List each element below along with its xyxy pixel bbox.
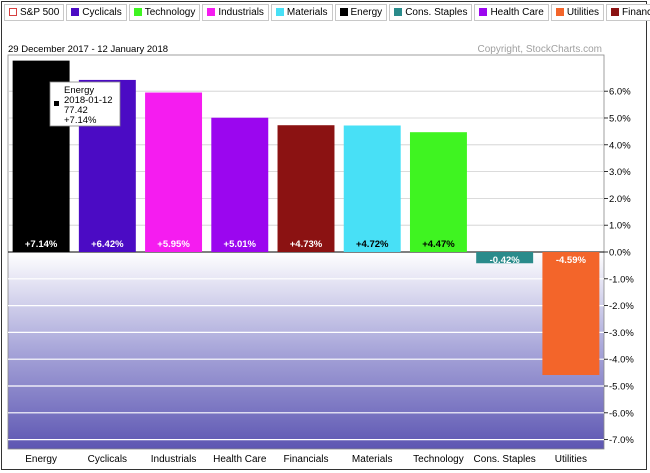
category-label: Energy — [25, 454, 57, 465]
legend-item[interactable]: Industrials — [202, 3, 269, 21]
legend: S&P 500 Cyclicals Technology Industrials Mat… — [4, 3, 650, 21]
bar-value-label: -4.59% — [556, 255, 587, 266]
tooltip-swatch — [54, 101, 59, 106]
legend-swatch — [339, 8, 348, 16]
category-label: Industrials — [151, 454, 197, 465]
tooltip: Energy 2018-01-12 77.42 +7.14% — [49, 81, 121, 127]
tooltip-change: +7.14% — [64, 115, 97, 126]
legend-label: Cons. Staples — [405, 6, 468, 18]
y-tick-label: -3.0% — [609, 328, 634, 339]
category-label: Financials — [283, 454, 328, 465]
tooltip-date: 2018-01-12 — [64, 95, 113, 106]
bar[interactable] — [542, 252, 600, 376]
bar[interactable] — [145, 92, 203, 253]
bar-value-label: +7.14% — [25, 239, 58, 250]
y-tick-label: 2.0% — [609, 194, 631, 205]
legend-swatch — [555, 8, 564, 16]
bar[interactable] — [409, 132, 467, 252]
bar-value-label: +6.42% — [91, 239, 124, 250]
y-tick-label: 3.0% — [609, 167, 631, 178]
legend-label: Materials — [286, 6, 328, 18]
y-tick-label: -2.0% — [609, 301, 634, 312]
legend-swatch — [207, 8, 216, 16]
bar-value-label: +4.72% — [356, 239, 389, 250]
bar[interactable] — [211, 117, 269, 252]
tooltip-name: Energy — [64, 85, 94, 96]
category-label: Health Care — [213, 454, 267, 465]
category-label: Utilities — [555, 454, 587, 465]
legend-swatch — [71, 8, 80, 16]
legend-label: Health Care — [490, 6, 544, 18]
bar[interactable] — [343, 125, 401, 252]
legend-item[interactable]: S&P 500 — [4, 3, 65, 21]
legend-item[interactable]: Financials — [606, 3, 650, 21]
y-tick-label: 4.0% — [609, 140, 631, 151]
y-tick-label: 0.0% — [609, 248, 631, 259]
plot-area-negative — [8, 252, 604, 449]
bar[interactable] — [476, 252, 534, 264]
bar[interactable] — [277, 125, 335, 252]
legend-swatch — [394, 8, 403, 16]
legend-label: Cyclicals — [82, 6, 122, 18]
bar-value-label: -0.42% — [490, 255, 521, 266]
bar-value-label: +5.95% — [157, 239, 190, 250]
legend-item[interactable]: Cyclicals — [66, 3, 127, 21]
legend-item[interactable]: Materials — [270, 3, 333, 21]
category-label: Technology — [413, 454, 464, 465]
legend-label: Utilities — [566, 6, 600, 18]
legend-swatch — [275, 8, 284, 16]
bar-value-label: +5.01% — [224, 239, 257, 250]
legend-label: Technology — [144, 6, 196, 18]
legend-item[interactable]: Technology — [128, 3, 201, 21]
y-tick-label: 5.0% — [609, 113, 631, 124]
legend-item[interactable]: Cons. Staples — [389, 3, 473, 21]
legend-label: Energy — [350, 6, 383, 18]
y-tick-label: -4.0% — [609, 355, 634, 366]
y-tick-label: -6.0% — [609, 408, 634, 419]
bar-value-label: +4.47% — [422, 239, 455, 250]
legend-swatch — [133, 8, 142, 16]
y-tick-label: -1.0% — [609, 274, 634, 285]
tooltip-price: 77.42 — [64, 105, 88, 116]
bar-value-label: +4.73% — [290, 239, 323, 250]
legend-label: Financials — [622, 6, 650, 18]
legend-item[interactable]: Energy — [334, 3, 388, 21]
y-tick-label: 1.0% — [609, 221, 631, 232]
category-label: Cyclicals — [88, 454, 127, 465]
legend-label: S&P 500 — [20, 6, 60, 18]
date-range: 29 December 2017 - 12 January 2018 — [8, 44, 168, 55]
y-tick-label: 6.0% — [609, 87, 631, 98]
y-tick-label: -7.0% — [609, 435, 634, 446]
category-label: Materials — [352, 454, 393, 465]
y-tick-label: -5.0% — [609, 382, 634, 393]
legend-item[interactable]: Utilities — [550, 3, 605, 21]
legend-swatch — [611, 8, 620, 16]
legend-swatch — [479, 8, 488, 16]
copyright: Copyright, StockCharts.com — [478, 44, 603, 55]
legend-item[interactable]: Health Care — [474, 3, 549, 21]
category-label: Cons. Staples — [474, 454, 536, 465]
legend-label: Industrials — [218, 6, 264, 18]
legend-swatch — [9, 8, 17, 16]
